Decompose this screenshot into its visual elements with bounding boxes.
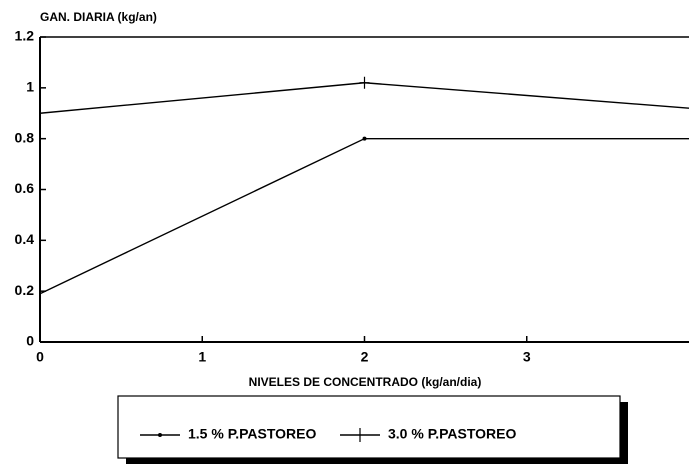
x-tick-label: 2 [361, 349, 369, 365]
x-tick-label: 3 [523, 349, 531, 365]
y-axis-label: GAN. DIARIA (kg/an) [40, 10, 157, 24]
legend-box [117, 395, 621, 459]
point [362, 136, 367, 141]
y-tick-label: 0 [26, 333, 34, 349]
y-tick-label: 1.2 [15, 28, 35, 44]
x-tick-label: 0 [36, 349, 44, 365]
x-tick-label: 1 [198, 349, 206, 365]
x-axis-label: NIVELES DE CONCENTRADO (kg/an/dia) [249, 375, 482, 389]
legend-label: 3.0 % P.PASTOREO [388, 426, 516, 442]
y-tick-label: 0.8 [15, 129, 35, 145]
y-tick-label: 0.6 [15, 180, 35, 196]
y-tick-label: 0.2 [15, 282, 35, 298]
legend-marker [158, 433, 162, 437]
point [359, 76, 370, 89]
series-line [39, 137, 689, 295]
legend-label: 1.5 % P.PASTOREO [188, 426, 316, 442]
y-tick-label: 0.4 [15, 231, 35, 247]
y-tick-label: 1 [26, 79, 34, 95]
